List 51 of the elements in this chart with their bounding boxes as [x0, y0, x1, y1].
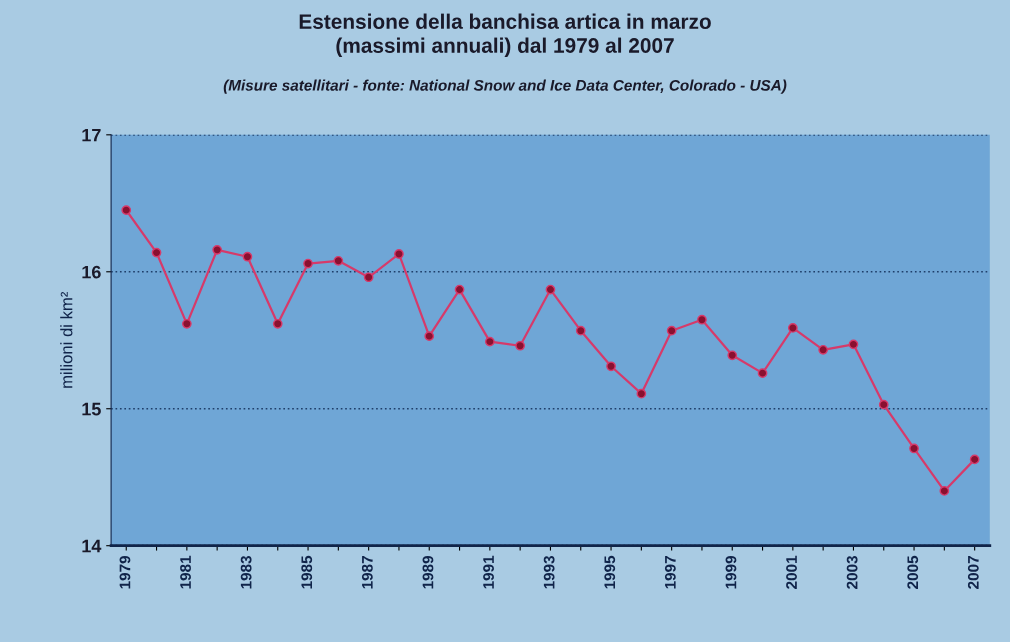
point: [151, 247, 162, 258]
point: [636, 388, 647, 399]
point: [575, 325, 586, 336]
point: [909, 443, 919, 454]
x-tick-label: 1995: [604, 555, 616, 589]
point: [697, 314, 707, 325]
x-tick-label: 1983: [240, 555, 252, 589]
chart-subtitle: (Misure satellitari - fonte: National Snow and Ice Data Center, Colorado - USA): [223, 79, 787, 94]
point: [303, 258, 313, 269]
point: [333, 255, 344, 266]
point: [606, 361, 616, 372]
point: [394, 249, 404, 259]
point: [515, 340, 526, 351]
y-tick-label: 16: [82, 265, 101, 279]
point: [424, 331, 435, 342]
point: [545, 284, 556, 295]
x-tick-label: 1985: [301, 555, 313, 589]
point: [363, 272, 374, 283]
y-tick-label: 17: [82, 128, 101, 142]
x-tick-label: 2005: [907, 555, 919, 589]
x-tick-label: 1989: [422, 555, 434, 589]
point: [939, 486, 950, 496]
x-tick-label: 1997: [664, 556, 676, 589]
point: [727, 350, 738, 361]
point: [787, 323, 798, 333]
x-tick-label: 2001: [786, 555, 797, 589]
point: [181, 318, 192, 329]
point: [272, 318, 283, 329]
y-tick-label: 15: [82, 402, 101, 416]
x-tick-label: 2003: [846, 555, 858, 589]
y-axis-title: milioni di km²: [60, 291, 73, 388]
point: [878, 399, 889, 410]
point: [818, 344, 829, 355]
x-tick-label: 1991: [483, 555, 494, 589]
y-tick-label: 14: [82, 539, 102, 553]
point: [212, 245, 223, 255]
x-tick-label: 1987: [361, 556, 373, 589]
point: [666, 325, 677, 336]
x-tick-label: 1999: [725, 555, 737, 589]
point: [454, 284, 465, 295]
x-tick-label: 1981: [180, 555, 191, 589]
chart-title: Estensione della banchisa artica in marzo (massimi annuali) dal 1979 al 2007: [299, 13, 711, 57]
x-tick-label: 1979: [119, 555, 131, 589]
point: [757, 368, 768, 378]
point: [484, 336, 495, 347]
point: [969, 454, 980, 465]
point: [242, 251, 253, 262]
point: [121, 205, 132, 216]
x-tick-label: 2007: [967, 556, 979, 589]
x-tick-label: 1993: [543, 555, 555, 589]
point: [848, 339, 859, 350]
